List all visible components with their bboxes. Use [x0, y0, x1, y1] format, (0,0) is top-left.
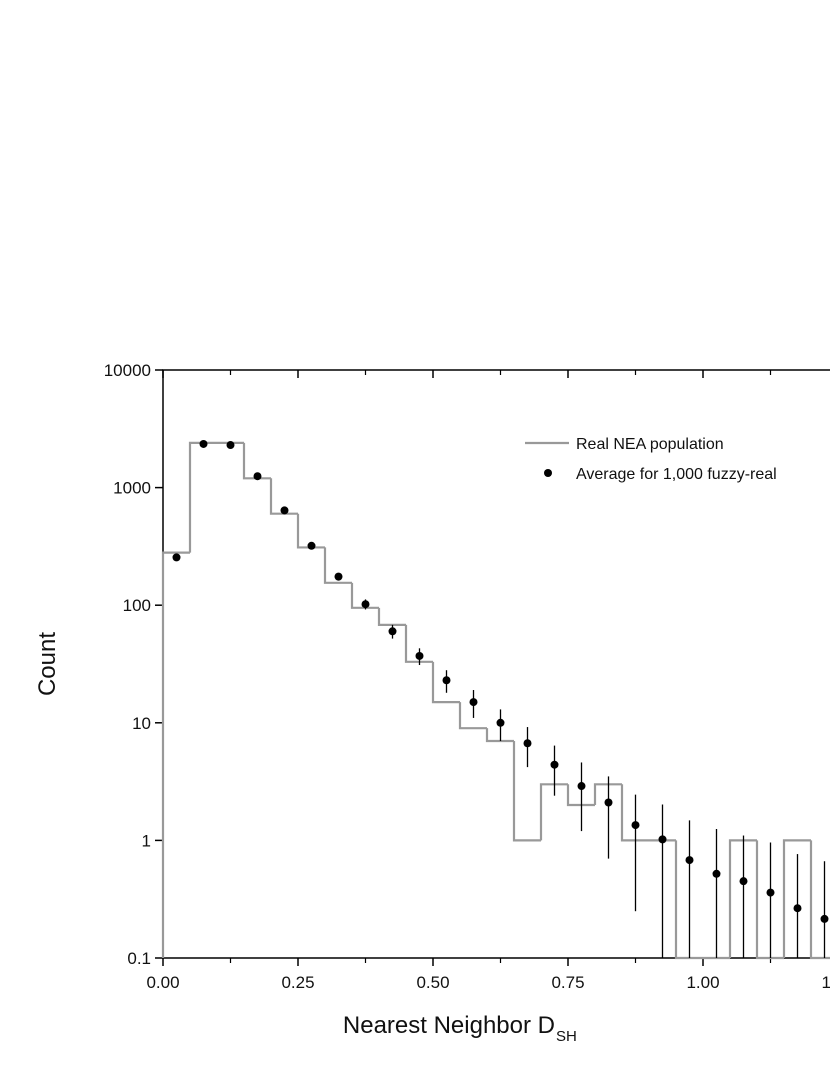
data-point — [172, 553, 181, 562]
x-tick-label: 0.00 — [146, 973, 179, 992]
histogram-step — [242, 442, 271, 480]
data-point — [820, 914, 829, 923]
histogram-step — [269, 478, 298, 515]
data-point — [253, 472, 262, 481]
data-point — [766, 888, 775, 897]
histogram-step — [539, 783, 568, 841]
data-point — [631, 821, 640, 830]
data-point — [550, 760, 559, 769]
y-tick-label: 10 — [132, 714, 151, 733]
histogram-step — [674, 840, 703, 960]
data-point — [712, 869, 721, 878]
histogram-step — [350, 582, 379, 609]
data-point — [388, 627, 397, 636]
histogram-step — [377, 607, 406, 626]
x-axis-label-subscript: SH — [556, 1028, 577, 1045]
legend-label: Real NEA population — [576, 436, 724, 453]
legend-marker — [544, 469, 552, 477]
legend-label: Average for 1,000 fuzzy-real — [576, 466, 777, 483]
data-point — [523, 739, 532, 748]
data-point — [793, 904, 802, 913]
y-tick-label: 1000 — [113, 479, 151, 498]
data-point — [361, 600, 370, 609]
histogram-step — [593, 783, 622, 805]
data-point — [307, 541, 316, 550]
histogram-step — [782, 839, 811, 958]
histogram-step — [485, 728, 514, 743]
data-point — [442, 676, 451, 685]
x-tick-label: 0.75 — [551, 973, 584, 992]
data-point — [415, 651, 424, 660]
histogram-step — [512, 741, 541, 842]
histogram-step — [728, 839, 757, 958]
data-point — [577, 782, 586, 791]
x-tick-label: 1.25 — [821, 973, 830, 992]
x-tick-label: 0.50 — [416, 973, 449, 992]
data-point — [280, 506, 289, 515]
data-point — [226, 441, 235, 450]
y-tick-label: 0.1 — [127, 949, 151, 968]
histogram-step — [620, 784, 649, 842]
histogram-step — [566, 784, 595, 807]
data-point — [334, 572, 343, 581]
histogram-step — [188, 441, 217, 553]
y-tick-label: 1 — [142, 831, 151, 850]
histogram-step — [323, 547, 352, 584]
x-axis-label: Nearest Neighbor D — [343, 1012, 555, 1039]
data-point — [685, 856, 694, 865]
data-point — [604, 798, 613, 807]
histogram-step — [296, 513, 325, 549]
y-axis-label: Count — [34, 632, 61, 696]
histogram-step — [161, 551, 190, 958]
data-point — [739, 877, 748, 886]
x-tick-label: 0.25 — [281, 973, 314, 992]
histogram-step — [431, 661, 460, 704]
y-tick-label: 10000 — [104, 361, 151, 380]
y-tick-label: 100 — [123, 596, 151, 615]
x-tick-label: 1.00 — [686, 973, 719, 992]
histogram-step — [809, 840, 830, 960]
histogram-step — [458, 702, 487, 730]
histogram-step — [755, 840, 784, 960]
histogram-step — [404, 624, 433, 663]
data-point — [496, 718, 505, 727]
data-point — [469, 698, 478, 707]
data-point — [199, 439, 208, 448]
data-point — [658, 835, 667, 844]
